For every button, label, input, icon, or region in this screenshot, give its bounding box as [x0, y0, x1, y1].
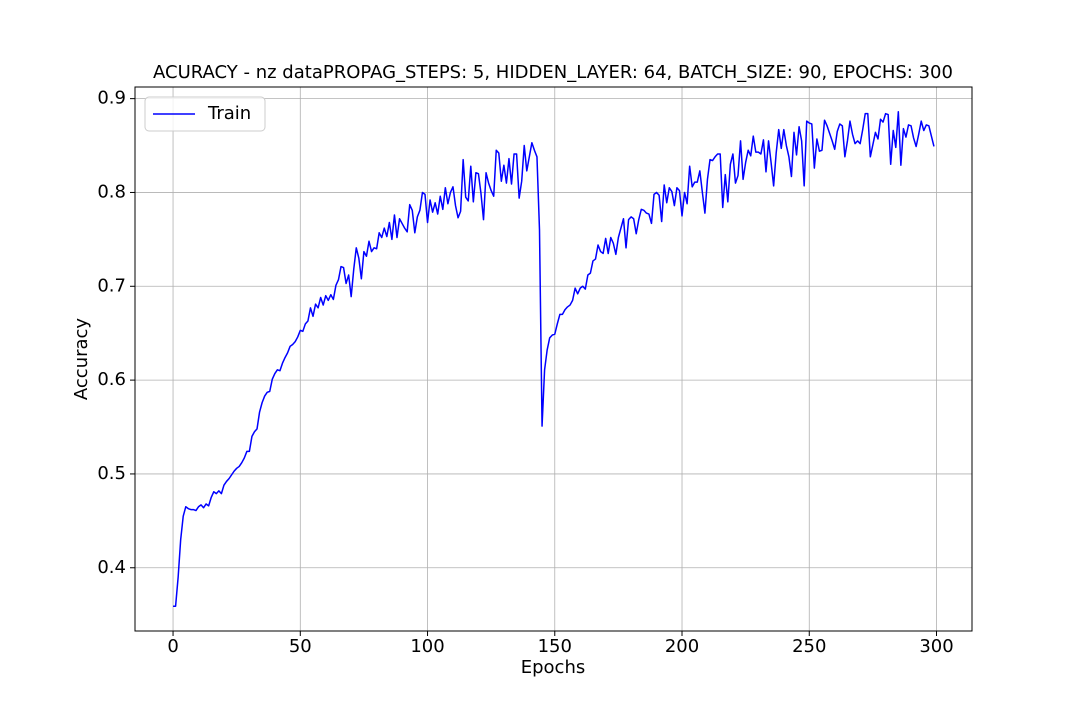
x-tick-label: 150 [538, 636, 572, 657]
y-tick-label: 0.7 [97, 275, 126, 296]
x-tick-label: 0 [167, 636, 178, 657]
y-tick-label: 0.8 [97, 181, 126, 202]
y-tick-label: 0.4 [97, 557, 126, 578]
y-axis-label: Accuracy [71, 318, 92, 401]
legend-box [144, 96, 266, 132]
chart-title: ACURACY - nz dataPROPAG_STEPS: 5, HIDDEN… [153, 62, 953, 83]
data-line [173, 111, 935, 607]
plot-frame [134, 86, 973, 632]
x-tick-label: 50 [289, 636, 312, 657]
x-tick-label: 300 [919, 636, 953, 657]
y-tick-label: 0.6 [97, 369, 126, 390]
legend-label: Train [207, 103, 251, 124]
x-tick-label: 100 [410, 636, 444, 657]
y-tick-label: 0.5 [97, 463, 126, 484]
x-tick-label: 250 [792, 636, 826, 657]
y-tick-label: 0.9 [97, 88, 126, 109]
x-axis-label: Epochs [521, 657, 586, 678]
x-tick-label: 200 [665, 636, 699, 657]
